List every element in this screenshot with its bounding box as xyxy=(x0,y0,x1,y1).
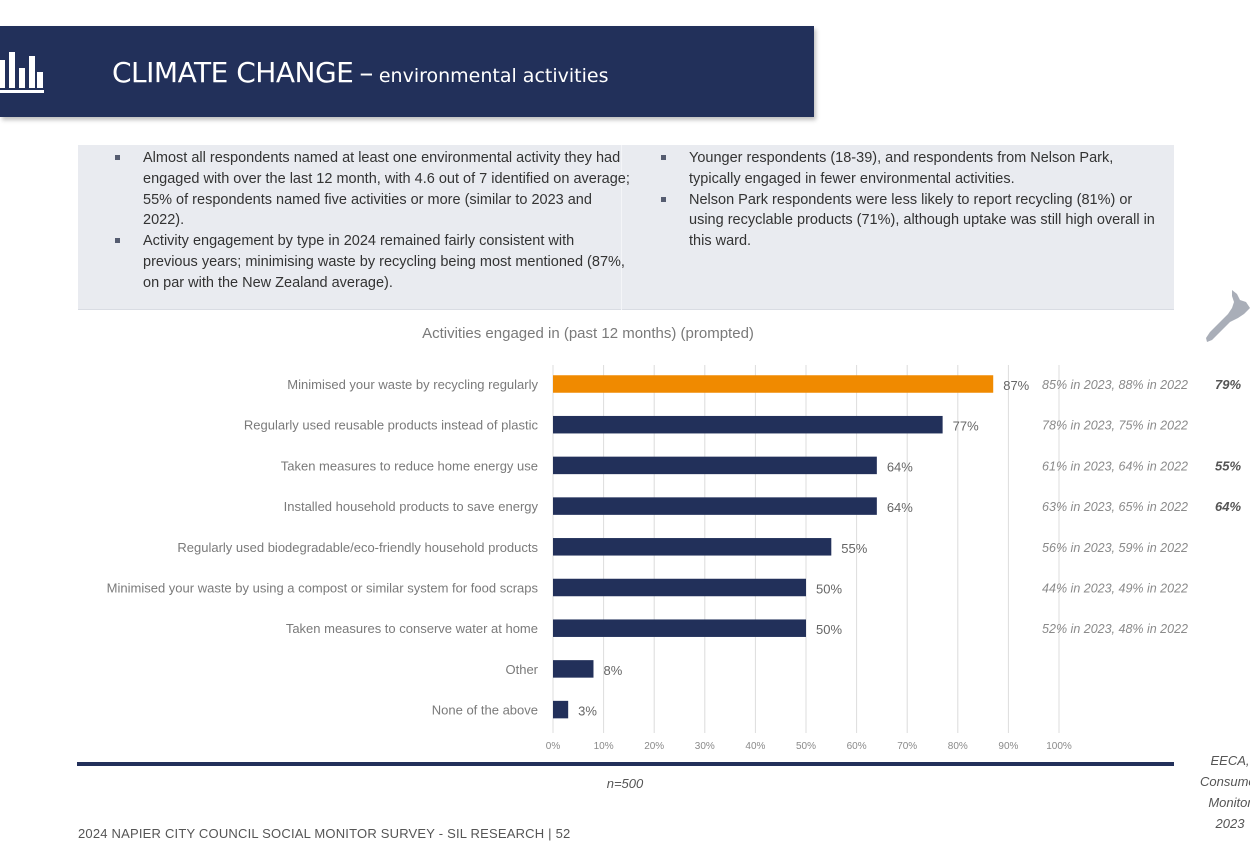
bar xyxy=(553,578,806,597)
data-label: 64% xyxy=(887,459,913,474)
page-title-main: CLIMATE CHANGE xyxy=(112,56,354,89)
benchmark-source-line: Consumer xyxy=(1200,774,1250,789)
title-dash: – xyxy=(359,56,373,89)
summary-left-column: Almost all respondents named at least on… xyxy=(112,148,632,294)
data-label: 8% xyxy=(603,663,622,678)
bar xyxy=(553,538,832,556)
x-tick-label: 70% xyxy=(897,741,917,752)
category-label: Taken measures to reduce home energy use xyxy=(281,458,538,473)
benchmark-source-line: Monitor xyxy=(1208,795,1250,810)
data-label: 50% xyxy=(816,622,842,637)
previous-years-label: 78% in 2023, 75% in 2022 xyxy=(1042,419,1188,433)
data-label: 87% xyxy=(1003,378,1029,393)
x-tick-label: 60% xyxy=(847,741,867,752)
new-zealand-map-icon xyxy=(1206,290,1250,342)
bar xyxy=(553,415,943,434)
previous-years-label: 63% in 2023, 65% in 2022 xyxy=(1042,500,1188,514)
page-title: CLIMATE CHANGE – environmental activities xyxy=(112,56,608,89)
summary-bullet: Nelson Park respondents were less likely… xyxy=(658,190,1158,252)
summary-bullet: Activity engagement by type in 2024 rema… xyxy=(112,231,632,293)
x-tick-label: 100% xyxy=(1046,741,1072,752)
bar xyxy=(553,700,569,719)
previous-years-label: 61% in 2023, 64% in 2022 xyxy=(1042,459,1188,473)
chart-title: Activities engaged in (past 12 months) (… xyxy=(422,325,754,342)
summary-bullet: Younger respondents (18-39), and respond… xyxy=(658,148,1158,190)
benchmark-label: 64% xyxy=(1215,499,1241,514)
x-tick-label: 30% xyxy=(695,741,715,752)
previous-years-label: 85% in 2023, 88% in 2022 xyxy=(1042,378,1188,392)
x-tick-label: 90% xyxy=(998,741,1018,752)
bar xyxy=(553,375,994,393)
header-banner: CLIMATE CHANGE – environmental activities xyxy=(0,26,814,117)
x-tick-label: 0% xyxy=(546,741,561,752)
summary-bullet: Almost all respondents named at least on… xyxy=(112,148,632,231)
benchmark-source-line: EECA, xyxy=(1210,753,1250,768)
x-tick-label: 50% xyxy=(796,741,816,752)
summary-right-column: Younger respondents (18-39), and respond… xyxy=(658,148,1158,252)
x-tick-label: 40% xyxy=(745,741,765,752)
bar-chart: 0% 10% 20% 30% 40% 50% 60% 70% 80% 90% 100% Minimis… xyxy=(107,365,1241,752)
category-label: Regularly used reusable products instead… xyxy=(244,418,539,433)
data-label: 3% xyxy=(578,704,597,719)
data-label: 77% xyxy=(953,419,979,434)
previous-years-label: 56% in 2023, 59% in 2022 xyxy=(1042,541,1188,555)
data-label: 64% xyxy=(887,500,913,515)
category-label: Taken measures to conserve water at home xyxy=(286,621,538,636)
category-label: Other xyxy=(505,662,538,677)
summary-divider xyxy=(621,145,622,310)
category-label: Regularly used biodegradable/eco-friendl… xyxy=(177,540,538,555)
category-label: Minimised your waste by using a compost … xyxy=(107,581,539,596)
bottom-rule xyxy=(77,762,1174,766)
page-footer: 2024 NAPIER CITY COUNCIL SOCIAL MONITOR … xyxy=(78,826,571,841)
data-label: 55% xyxy=(841,541,867,556)
x-tick-label: 10% xyxy=(594,741,614,752)
bar-chart-icon xyxy=(0,52,44,93)
previous-years-label: 44% in 2023, 49% in 2022 xyxy=(1042,582,1188,596)
benchmark-source-line: 2023 xyxy=(1215,816,1245,831)
benchmark-label: 55% xyxy=(1215,458,1241,473)
summary-box: Almost all respondents named at least on… xyxy=(78,145,1174,310)
data-label: 50% xyxy=(816,582,842,597)
benchmark-source-note: EECA, Consumer Monitor 2023 xyxy=(1190,750,1250,834)
x-tick-label: 80% xyxy=(948,741,968,752)
page-subtitle: environmental activities xyxy=(378,65,609,87)
category-label: None of the above xyxy=(432,703,538,718)
previous-years-label: 52% in 2023, 48% in 2022 xyxy=(1042,622,1188,636)
category-label: Installed household products to save ene… xyxy=(284,499,539,514)
bar xyxy=(553,456,877,475)
bar xyxy=(553,497,877,515)
benchmark-label: 79% xyxy=(1215,377,1241,392)
bar xyxy=(553,619,806,637)
category-label: Minimised your waste by recycling regula… xyxy=(287,377,538,392)
x-tick-label: 20% xyxy=(644,741,664,752)
bar xyxy=(553,660,594,678)
sample-size-note: n=500 xyxy=(606,776,644,791)
